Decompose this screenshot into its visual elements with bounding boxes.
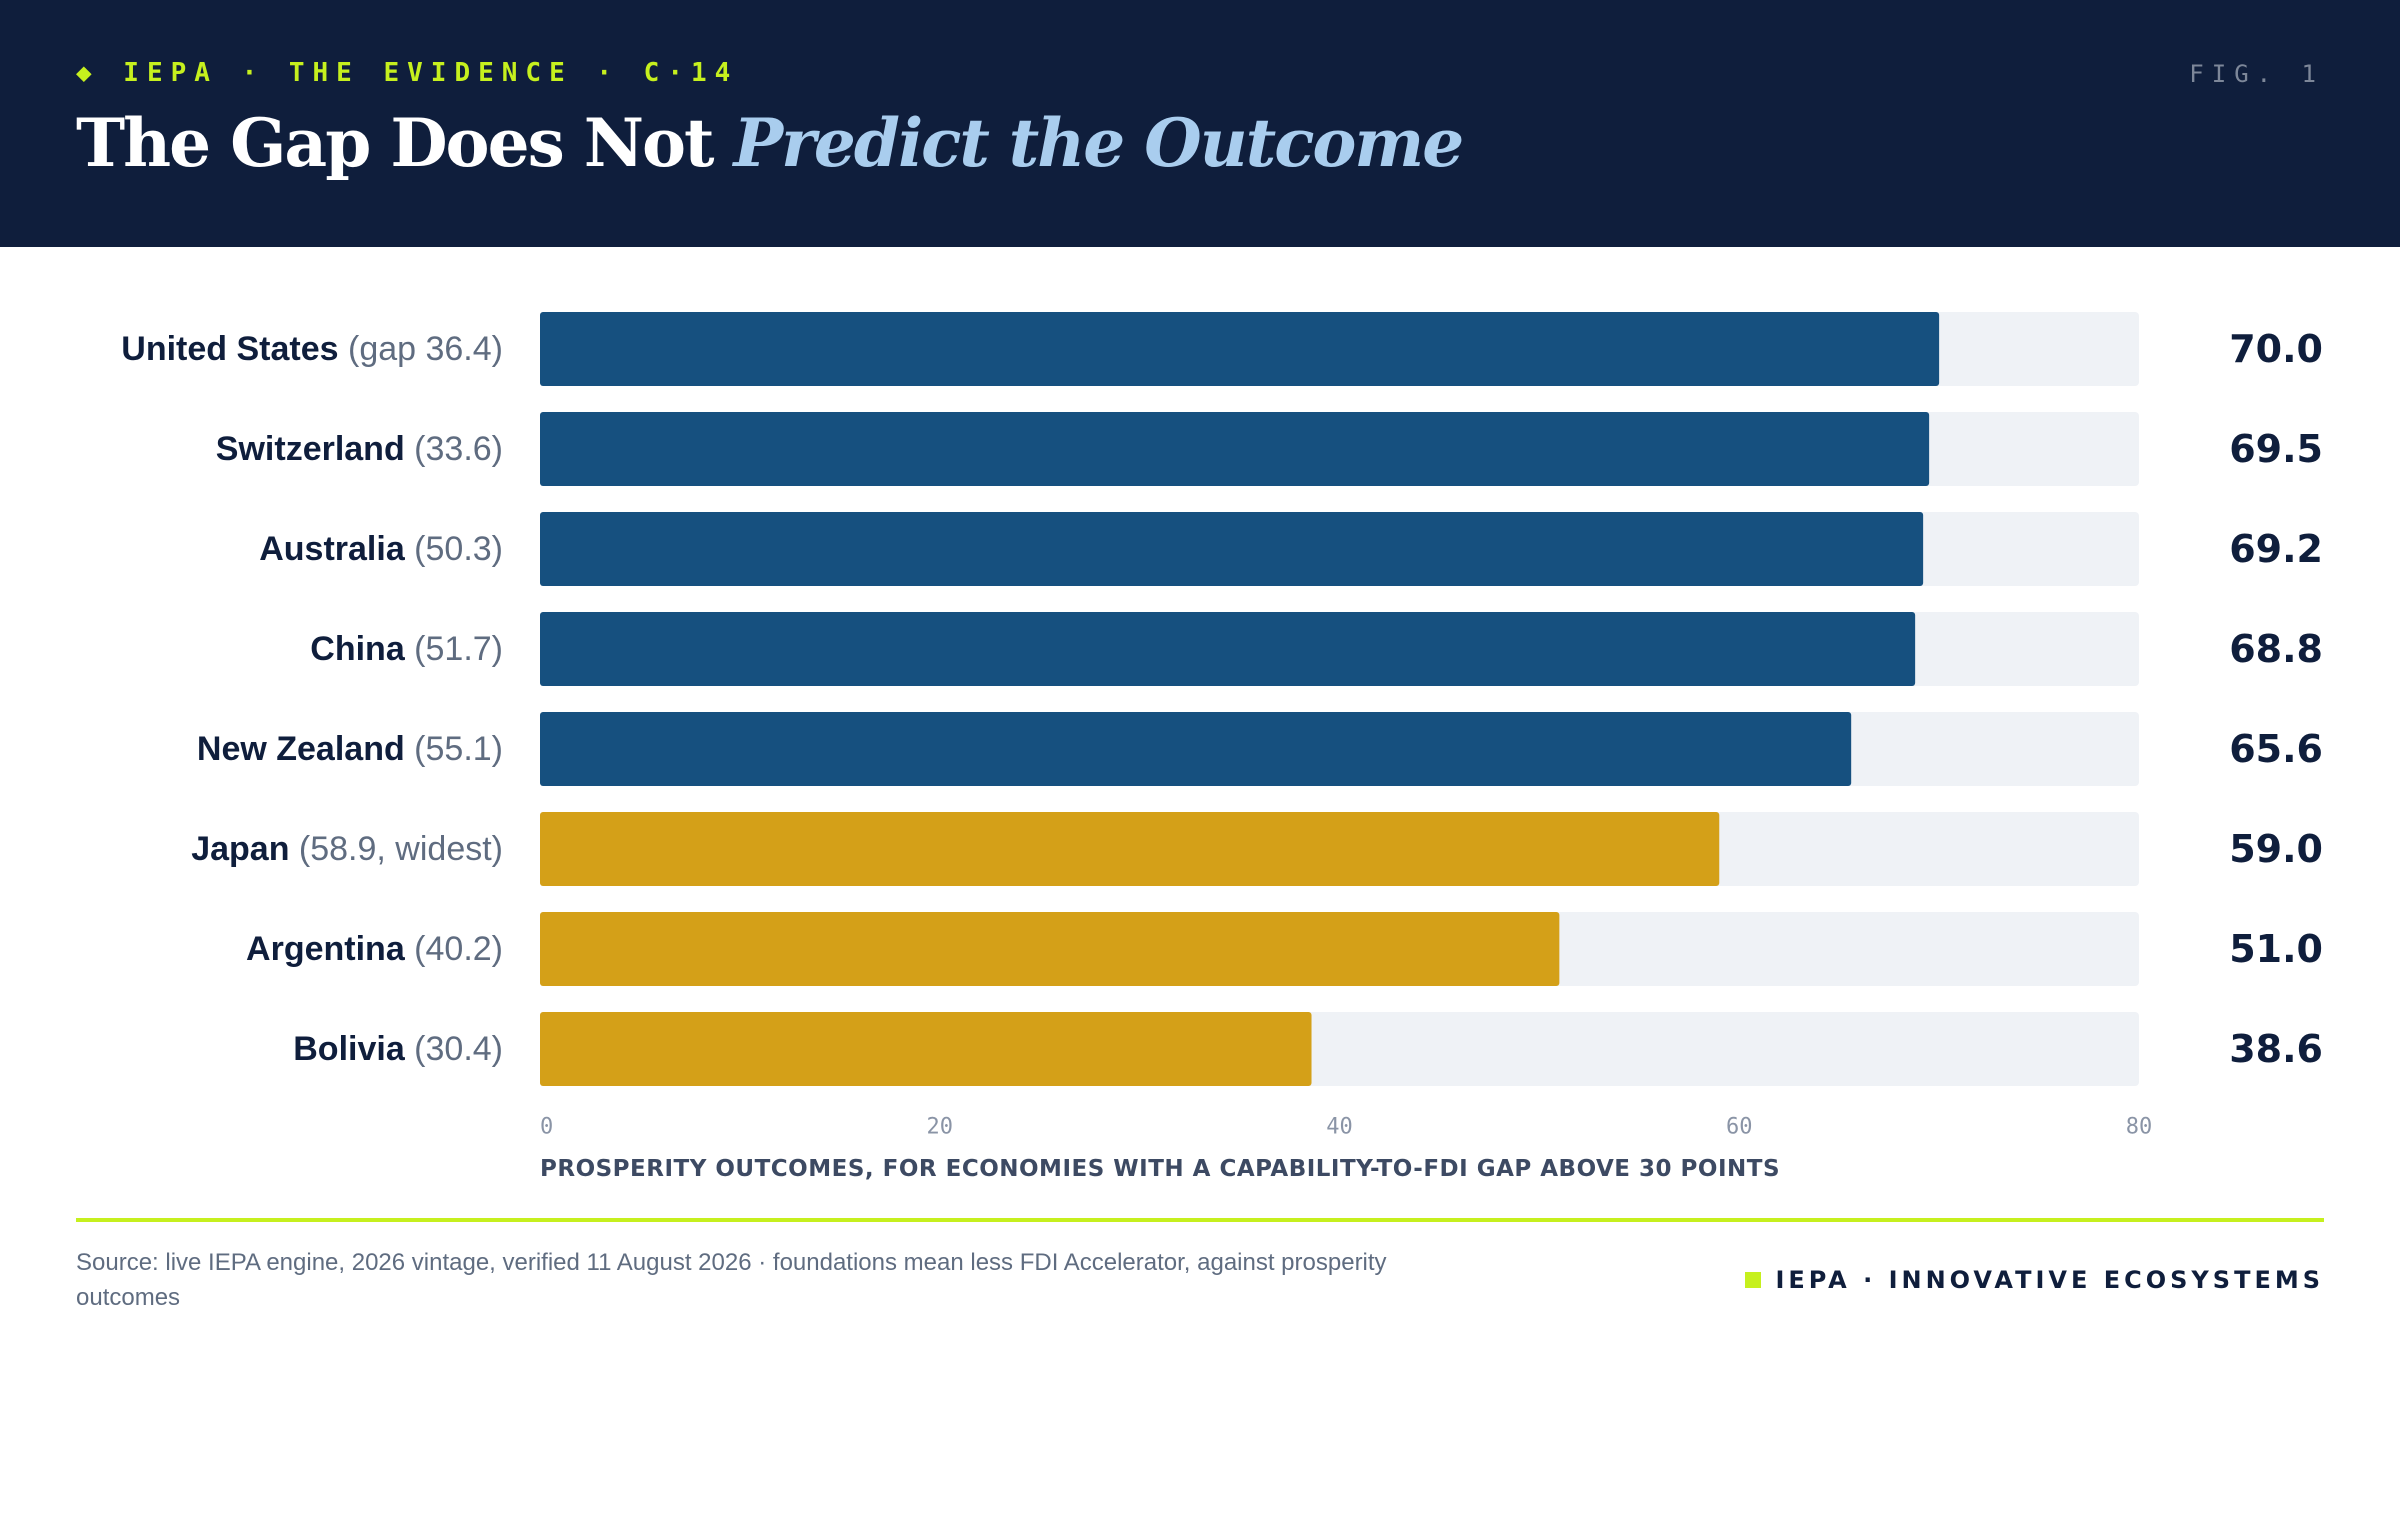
bar	[540, 412, 1930, 486]
category-label: Australia (50.3)	[259, 530, 503, 568]
bar	[540, 812, 1720, 886]
category-label: Switzerland (33.6)	[216, 430, 503, 468]
bar	[540, 612, 1916, 686]
category-name: United States	[121, 330, 338, 368]
page-title: The Gap Does Not Predict the Outcome	[76, 104, 1465, 182]
bar	[540, 512, 1924, 586]
value-label: 65.6	[2229, 727, 2323, 771]
category-name: Switzerland	[216, 430, 405, 468]
category-label: Bolivia (30.4)	[293, 1030, 503, 1068]
category-note: (33.6)	[405, 430, 503, 468]
value-label: 38.6	[2229, 1027, 2323, 1071]
eyebrow: ◆ IEPA · THE EVIDENCE · C·14	[76, 58, 739, 88]
category-note: (50.3)	[405, 530, 503, 568]
header-band: ◆ IEPA · THE EVIDENCE · C·14 FIG. 1 The …	[0, 0, 2400, 247]
category-label: Argentina (40.2)	[246, 930, 503, 968]
category-name: Bolivia	[293, 1030, 406, 1068]
figure-label: FIG. 1	[2189, 60, 2324, 88]
value-label: 68.8	[2229, 627, 2323, 671]
bar	[540, 912, 1560, 986]
bar	[540, 312, 1940, 386]
value-label: 59.0	[2229, 827, 2323, 871]
x-tick-label: 80	[2126, 1115, 2153, 1140]
value-label: 69.5	[2229, 427, 2323, 471]
category-name: China	[310, 630, 406, 668]
category-note: (58.9, widest)	[289, 830, 503, 868]
bar	[540, 712, 1852, 786]
brand-mark: IEPA · INNOVATIVE ECOSYSTEMS	[1745, 1266, 2324, 1294]
divider-rule	[76, 1218, 2324, 1222]
value-label: 69.2	[2229, 527, 2323, 571]
source-note: Source: live IEPA engine, 2026 vintage, …	[76, 1249, 1387, 1311]
category-name: Argentina	[246, 930, 406, 968]
category-note: (55.1)	[405, 730, 503, 768]
x-tick-label: 60	[1726, 1115, 1753, 1140]
bar	[540, 1012, 1312, 1086]
category-name: Australia	[259, 530, 406, 568]
value-label: 70.0	[2229, 327, 2323, 371]
category-label: Japan (58.9, widest)	[191, 830, 503, 868]
category-note: (40.2)	[405, 930, 503, 968]
title-main: The Gap Does Not	[76, 104, 734, 182]
category-note: (51.7)	[405, 630, 503, 668]
category-name: New Zealand	[197, 730, 405, 768]
category-name: Japan	[191, 830, 289, 868]
value-label: 51.0	[2229, 927, 2323, 971]
category-label: China (51.7)	[310, 630, 503, 668]
x-tick-label: 40	[1326, 1115, 1353, 1140]
x-tick-label: 0	[540, 1115, 553, 1140]
category-label: United States (gap 36.4)	[121, 330, 503, 368]
brand-text: IEPA · INNOVATIVE ECOSYSTEMS	[1775, 1266, 2324, 1294]
bar-chart: United States (gap 36.4) 70.0 Switzerland …	[121, 312, 2323, 1182]
category-note: (30.4)	[405, 1030, 503, 1068]
brand-square-icon	[1745, 1272, 1762, 1288]
category-note: (gap 36.4)	[339, 330, 503, 368]
x-axis-label: PROSPERITY OUTCOMES, FOR ECONOMIES WITH …	[540, 1156, 1780, 1182]
category-label: New Zealand (55.1)	[197, 730, 503, 768]
x-tick-label: 20	[927, 1115, 954, 1140]
title-accent: Predict the Outcome	[733, 104, 1465, 182]
